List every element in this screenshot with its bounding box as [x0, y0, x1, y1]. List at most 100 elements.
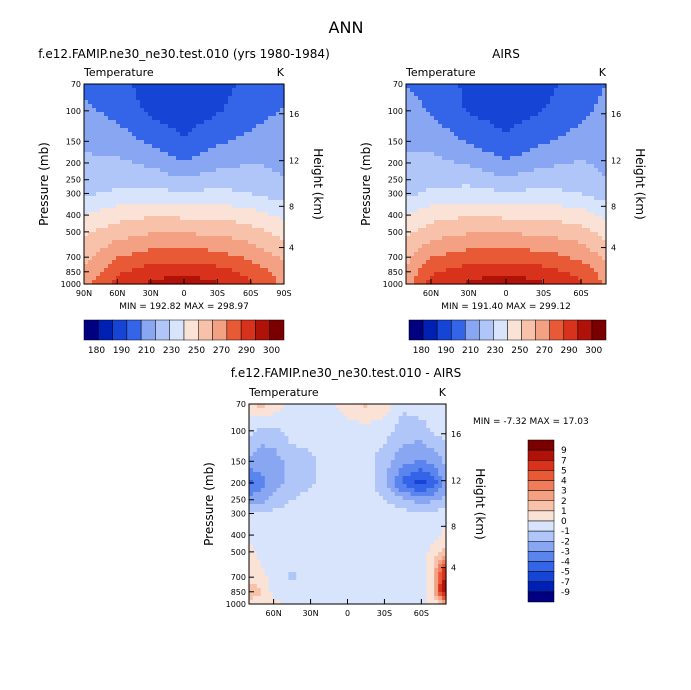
contour-cell	[554, 272, 559, 277]
contour-cell	[414, 144, 419, 149]
contour-cell	[236, 184, 241, 189]
contour-cell	[438, 204, 443, 209]
contour-cell	[268, 184, 273, 189]
contour-cell	[498, 240, 503, 245]
contour-cell	[132, 260, 137, 265]
contour-cell	[458, 100, 463, 105]
contour-cell	[450, 160, 455, 165]
contour-cell	[414, 180, 419, 185]
contour-cell	[582, 92, 587, 97]
contour-cell	[240, 100, 245, 105]
contour-cell	[478, 156, 483, 161]
contour-cell	[530, 96, 535, 101]
contour-cell	[136, 92, 141, 97]
contour-cell	[594, 264, 599, 269]
colorbar-box	[155, 319, 170, 341]
contour-cell	[248, 272, 253, 277]
contour-cell	[574, 176, 579, 181]
contour-cell	[124, 96, 129, 101]
contour-cell	[486, 228, 491, 233]
contour-cell	[446, 224, 451, 229]
contour-cell	[446, 132, 451, 137]
contour-cell	[192, 240, 197, 245]
contour-cell	[240, 156, 245, 161]
contour-cell	[502, 208, 507, 213]
contour-cell	[268, 224, 273, 229]
contour-cell	[586, 256, 591, 261]
contour-cell	[418, 156, 423, 161]
contour-cell	[104, 152, 109, 157]
contour-cell	[248, 200, 253, 205]
contour-cell	[530, 256, 535, 261]
contour-cell	[120, 236, 125, 241]
contour-cell	[256, 196, 261, 201]
contour-cell	[406, 228, 411, 233]
contour-cell	[494, 128, 499, 133]
contour-cell	[164, 136, 169, 141]
contour-cell	[462, 160, 467, 165]
contour-cell	[156, 208, 161, 213]
contour-cell	[482, 100, 487, 105]
contour-cell	[462, 168, 467, 173]
contour-cell	[594, 244, 599, 249]
contour-cell	[220, 96, 225, 101]
contour-cell	[84, 216, 89, 221]
contour-cell	[466, 156, 471, 161]
contour-cell	[240, 148, 245, 153]
contour-cell	[260, 100, 265, 105]
contour-cell	[582, 88, 587, 93]
contour-cell	[104, 92, 109, 97]
contour-cell	[228, 144, 233, 149]
contour-cell	[216, 232, 221, 237]
contour-cell	[176, 88, 181, 93]
contour-cell	[590, 220, 595, 225]
contour-cell	[418, 116, 423, 121]
contour-cell	[590, 184, 595, 189]
contour-cell	[602, 152, 607, 157]
contour-cell	[224, 132, 229, 137]
contour-cell	[260, 232, 265, 237]
contour-cell	[418, 192, 423, 197]
contour-cell	[212, 188, 217, 193]
contour-cell	[550, 240, 555, 245]
contour-cell	[422, 196, 427, 201]
contour-cell	[224, 176, 229, 181]
contour-cell	[156, 224, 161, 229]
contour-cell	[462, 116, 467, 121]
contour-cell	[172, 156, 177, 161]
contour-cell	[112, 280, 117, 285]
contour-cell	[558, 88, 563, 93]
contour-cell	[602, 228, 607, 233]
contour-cell	[92, 112, 97, 117]
contour-cell	[124, 216, 129, 221]
contour-cell	[510, 264, 515, 269]
contour-cell	[470, 228, 475, 233]
contour-cell	[108, 172, 113, 177]
contour-cell	[124, 272, 129, 277]
contour-cell	[264, 144, 269, 149]
contour-cell	[184, 128, 189, 133]
contour-cell	[144, 88, 149, 93]
contour-cell	[590, 228, 595, 233]
contour-cell	[562, 184, 567, 189]
contour-cell	[200, 88, 205, 93]
contour-cell	[156, 248, 161, 253]
contour-cell	[128, 220, 133, 225]
contour-cell	[434, 108, 439, 113]
contour-cell	[454, 248, 459, 253]
contour-cell	[100, 128, 105, 133]
contour-cell	[550, 144, 555, 149]
contour-cell	[280, 112, 285, 117]
contour-cell	[148, 84, 153, 89]
contour-cell	[546, 228, 551, 233]
contour-cell	[196, 280, 201, 285]
contour-cell	[466, 84, 471, 89]
contour-cell	[88, 104, 93, 109]
contour-cell	[446, 160, 451, 165]
contour-cell	[196, 100, 201, 105]
contour-cell	[558, 236, 563, 241]
contour-cell	[132, 132, 137, 137]
contour-cell	[570, 92, 575, 97]
contour-cell	[188, 96, 193, 101]
contour-cell	[410, 212, 415, 217]
